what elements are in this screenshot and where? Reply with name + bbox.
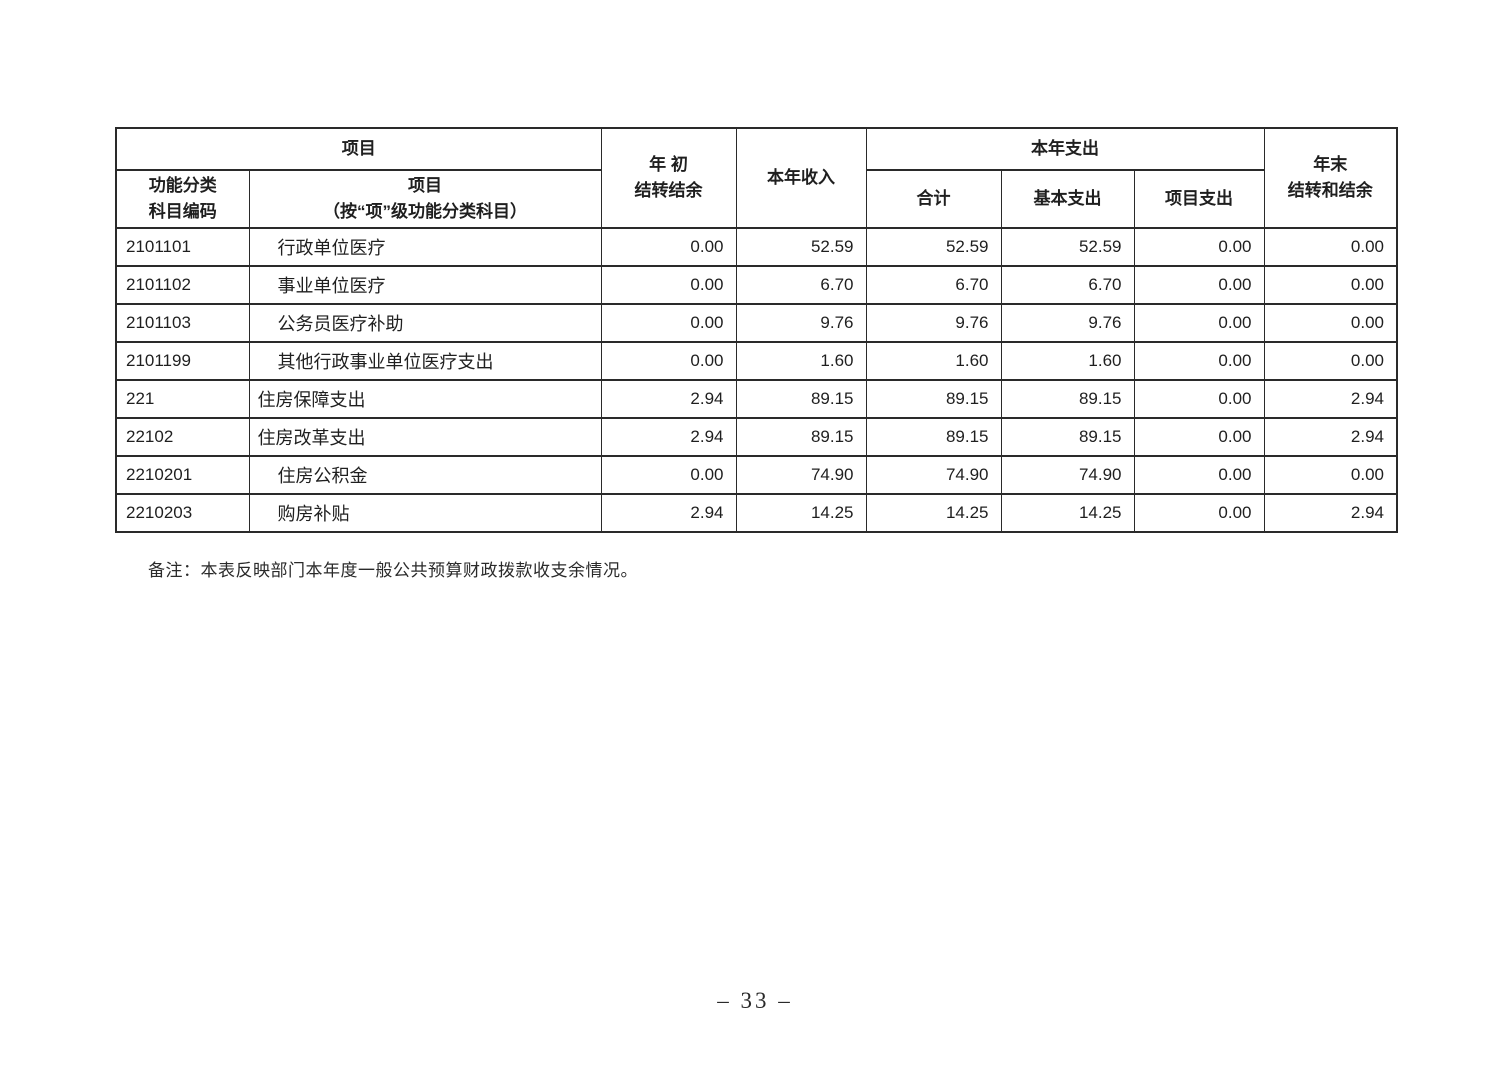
table-row: 2101199 其他行政事业单位医疗支出 0.00 1.60 1.60 1.60… bbox=[115, 341, 1398, 381]
cell-code: 2210203 bbox=[115, 493, 250, 533]
cell-project-expenditure: 0.00 bbox=[1133, 455, 1265, 495]
header-row-2: 功能分类 科目编码 项目 （按“项”级功能分类科目） 合计 基本支出 项目支出 bbox=[115, 169, 1397, 229]
cell-project-expenditure: 0.00 bbox=[1133, 227, 1265, 267]
cell-end-balance: 2.94 bbox=[1263, 493, 1398, 533]
cell-end-balance: 0.00 bbox=[1263, 265, 1398, 305]
page-number: – 33 – bbox=[717, 988, 793, 1013]
cell-income: 89.15 bbox=[735, 379, 867, 419]
cell-project-name: 其他行政事业单位医疗支出 bbox=[248, 341, 602, 381]
cell-project-expenditure: 0.00 bbox=[1133, 417, 1265, 457]
table-row: 2101103 公务员医疗补助 0.00 9.76 9.76 9.76 0.00… bbox=[115, 303, 1398, 343]
table-row: 221 住房保障支出 2.94 89.15 89.15 89.15 0.00 2… bbox=[115, 379, 1398, 419]
header-basic-expenditure: 基本支出 bbox=[1000, 169, 1135, 229]
cell-end-balance: 0.00 bbox=[1263, 455, 1398, 495]
cell-expenditure-total: 89.15 bbox=[865, 417, 1002, 457]
cell-income: 52.59 bbox=[735, 227, 867, 267]
header-income: 本年收入 bbox=[735, 127, 867, 229]
cell-income: 1.60 bbox=[735, 341, 867, 381]
cell-code: 2210201 bbox=[115, 455, 250, 495]
cell-expenditure-total: 74.90 bbox=[865, 455, 1002, 495]
cell-end-balance: 2.94 bbox=[1263, 417, 1398, 457]
cell-expenditure-total: 52.59 bbox=[865, 227, 1002, 267]
cell-begin-balance: 0.00 bbox=[600, 303, 737, 343]
cell-project-expenditure: 0.00 bbox=[1133, 341, 1265, 381]
cell-project-name: 事业单位医疗 bbox=[248, 265, 602, 305]
cell-expenditure-total: 6.70 bbox=[865, 265, 1002, 305]
cell-basic-expenditure: 89.15 bbox=[1000, 379, 1135, 419]
cell-basic-expenditure: 14.25 bbox=[1000, 493, 1135, 533]
cell-income: 6.70 bbox=[735, 265, 867, 305]
cell-project-name: 住房公积金 bbox=[248, 455, 602, 495]
cell-code: 2101101 bbox=[115, 227, 250, 267]
table-row: 2210203 购房补贴 2.94 14.25 14.25 14.25 0.00… bbox=[115, 493, 1398, 533]
cell-basic-expenditure: 74.90 bbox=[1000, 455, 1135, 495]
header-project-expenditure: 项目支出 bbox=[1133, 169, 1265, 229]
table-body: 2101101 行政单位医疗 0.00 52.59 52.59 52.59 0.… bbox=[115, 227, 1398, 533]
cell-income: 14.25 bbox=[735, 493, 867, 533]
cell-project-name: 公务员医疗补助 bbox=[248, 303, 602, 343]
cell-basic-expenditure: 9.76 bbox=[1000, 303, 1135, 343]
header-project-item: 项目 （按“项”级功能分类科目） bbox=[248, 169, 602, 229]
header-expenditure-total: 合计 bbox=[865, 169, 1002, 229]
header-expenditure-group: 本年支出 bbox=[865, 127, 1265, 171]
cell-expenditure-total: 89.15 bbox=[865, 379, 1002, 419]
cell-project-expenditure: 0.00 bbox=[1133, 303, 1265, 343]
cell-basic-expenditure: 89.15 bbox=[1000, 417, 1135, 457]
cell-project-name: 住房改革支出 bbox=[248, 417, 602, 457]
cell-end-balance: 0.00 bbox=[1263, 303, 1398, 343]
cell-begin-balance: 2.94 bbox=[600, 493, 737, 533]
cell-code: 2101103 bbox=[115, 303, 250, 343]
table-row: 2101101 行政单位医疗 0.00 52.59 52.59 52.59 0.… bbox=[115, 227, 1398, 267]
cell-begin-balance: 2.94 bbox=[600, 417, 737, 457]
cell-project-expenditure: 0.00 bbox=[1133, 379, 1265, 419]
cell-basic-expenditure: 1.60 bbox=[1000, 341, 1135, 381]
header-end-balance: 年末 结转和结余 bbox=[1263, 127, 1398, 229]
table-row: 2101102 事业单位医疗 0.00 6.70 6.70 6.70 0.00 … bbox=[115, 265, 1398, 305]
table-header: 项目 年 初 结转结余 本年收入 本年支出 年末 结转和结余 功能分类 科目编码… bbox=[115, 127, 1398, 229]
cell-end-balance: 2.94 bbox=[1263, 379, 1398, 419]
budget-table: 项目 年 初 结转结余 本年收入 本年支出 年末 结转和结余 功能分类 科目编码… bbox=[115, 127, 1398, 533]
table-row: 2210201 住房公积金 0.00 74.90 74.90 74.90 0.0… bbox=[115, 455, 1398, 495]
header-row-1: 项目 年 初 结转结余 本年收入 本年支出 年末 结转和结余 bbox=[115, 127, 1398, 229]
cell-code: 2101199 bbox=[115, 341, 250, 381]
cell-end-balance: 0.00 bbox=[1263, 341, 1398, 381]
cell-project-expenditure: 0.00 bbox=[1133, 493, 1265, 533]
cell-end-balance: 0.00 bbox=[1263, 227, 1398, 267]
cell-code: 22102 bbox=[115, 417, 250, 457]
cell-code: 221 bbox=[115, 379, 250, 419]
cell-project-expenditure: 0.00 bbox=[1133, 265, 1265, 305]
table-row: 22102 住房改革支出 2.94 89.15 89.15 89.15 0.00… bbox=[115, 417, 1398, 457]
cell-begin-balance: 2.94 bbox=[600, 379, 737, 419]
cell-code: 2101102 bbox=[115, 265, 250, 305]
cell-begin-balance: 0.00 bbox=[600, 341, 737, 381]
cell-expenditure-total: 14.25 bbox=[865, 493, 1002, 533]
cell-begin-balance: 0.00 bbox=[600, 455, 737, 495]
cell-project-name: 行政单位医疗 bbox=[248, 227, 602, 267]
cell-income: 74.90 bbox=[735, 455, 867, 495]
cell-begin-balance: 0.00 bbox=[600, 227, 737, 267]
cell-expenditure-total: 1.60 bbox=[865, 341, 1002, 381]
cell-basic-expenditure: 6.70 bbox=[1000, 265, 1135, 305]
cell-expenditure-total: 9.76 bbox=[865, 303, 1002, 343]
cell-project-name: 购房补贴 bbox=[248, 493, 602, 533]
footnote: 备注：本表反映部门本年度一般公共预算财政拨款收支余情况。 bbox=[148, 561, 638, 580]
header-code: 功能分类 科目编码 bbox=[115, 169, 250, 229]
header-project-group: 项目 bbox=[115, 127, 602, 171]
cell-income: 89.15 bbox=[735, 417, 867, 457]
header-begin-balance: 年 初 结转结余 bbox=[600, 127, 737, 229]
cell-basic-expenditure: 52.59 bbox=[1000, 227, 1135, 267]
cell-project-name: 住房保障支出 bbox=[248, 379, 602, 419]
cell-income: 9.76 bbox=[735, 303, 867, 343]
cell-begin-balance: 0.00 bbox=[600, 265, 737, 305]
